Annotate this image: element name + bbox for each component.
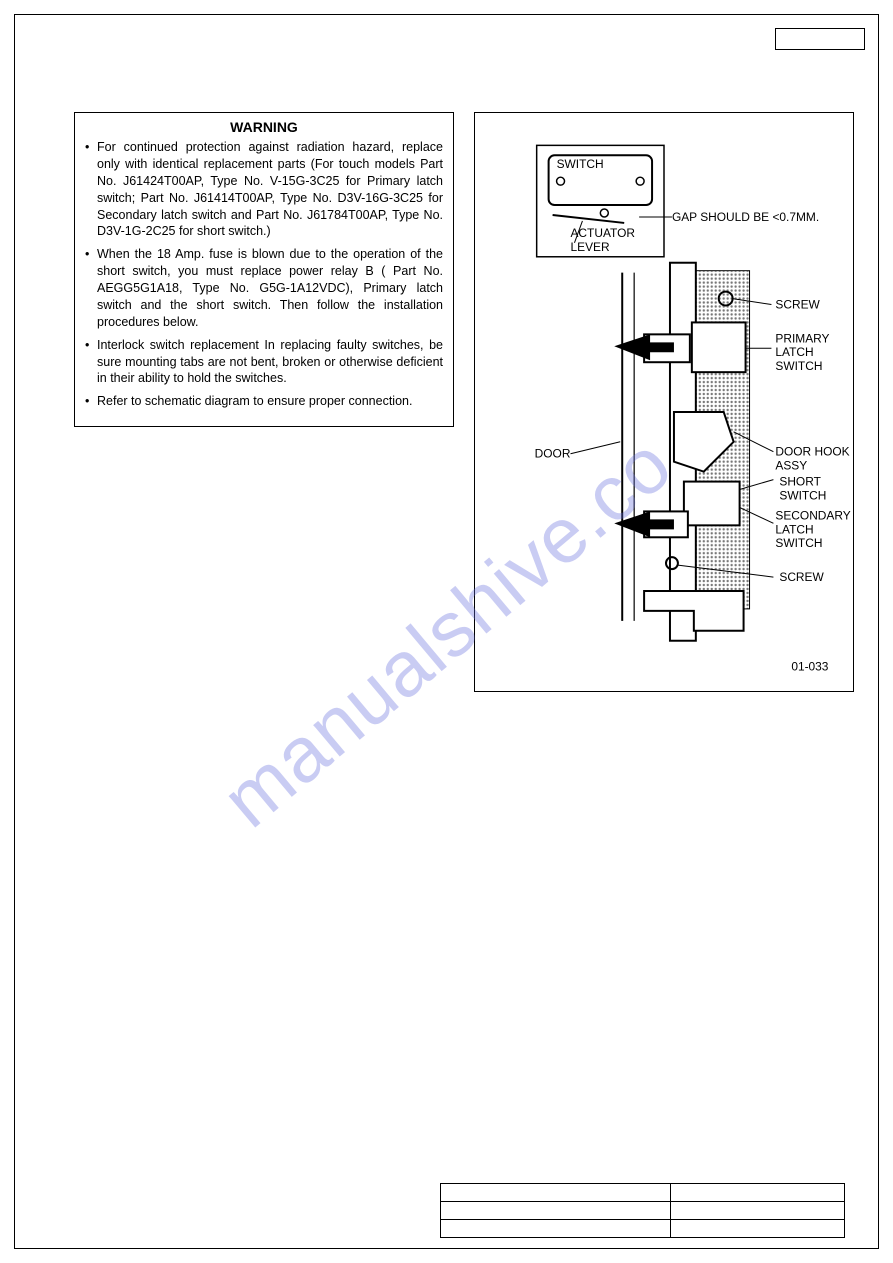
switch-label: SWITCH bbox=[557, 157, 604, 171]
secondary-latch-label-2: LATCH bbox=[775, 522, 813, 536]
top-right-box bbox=[775, 28, 865, 50]
table-row bbox=[441, 1202, 845, 1220]
warning-item: When the 18 Amp. fuse is blown due to th… bbox=[85, 246, 443, 330]
table-row bbox=[441, 1184, 845, 1202]
screw2-label: SCREW bbox=[779, 570, 824, 584]
diagram-svg: SWITCH GAP SHOULD BE <0.7MM. ACTUATOR LE… bbox=[475, 113, 853, 691]
lever-label: LEVER bbox=[570, 240, 609, 254]
primary-latch-label-1: PRIMARY bbox=[775, 331, 829, 345]
warning-item: For continued protection against radiati… bbox=[85, 139, 443, 240]
primary-latch-label-3: SWITCH bbox=[775, 359, 822, 373]
warning-title: WARNING bbox=[85, 119, 443, 135]
figure-id: 01-033 bbox=[791, 660, 828, 674]
short-switch-label-1: SHORT bbox=[779, 475, 821, 489]
short-switch-label-2: SWITCH bbox=[779, 488, 826, 502]
door-label: DOOR bbox=[535, 447, 571, 461]
door-hook-label-1: DOOR HOOK bbox=[775, 445, 849, 459]
diagram-box: SWITCH GAP SHOULD BE <0.7MM. ACTUATOR LE… bbox=[474, 112, 854, 692]
secondary-latch-label-3: SWITCH bbox=[775, 536, 822, 550]
warning-item: Interlock switch replacement In replacin… bbox=[85, 337, 443, 388]
primary-latch-label-2: LATCH bbox=[775, 345, 813, 359]
door-hook-label-2: ASSY bbox=[775, 459, 807, 473]
secondary-latch-label-1: SECONDARY bbox=[775, 508, 850, 522]
bottom-table bbox=[440, 1183, 845, 1238]
gap-label: GAP SHOULD BE <0.7MM. bbox=[672, 210, 819, 224]
screw1-label: SCREW bbox=[775, 297, 820, 311]
table-row bbox=[441, 1220, 845, 1238]
actuator-label: ACTUATOR bbox=[570, 226, 635, 240]
warning-item: Refer to schematic diagram to ensure pro… bbox=[85, 393, 443, 410]
warning-box: WARNING For continued protection against… bbox=[74, 112, 454, 427]
warning-list: For continued protection against radiati… bbox=[85, 139, 443, 410]
